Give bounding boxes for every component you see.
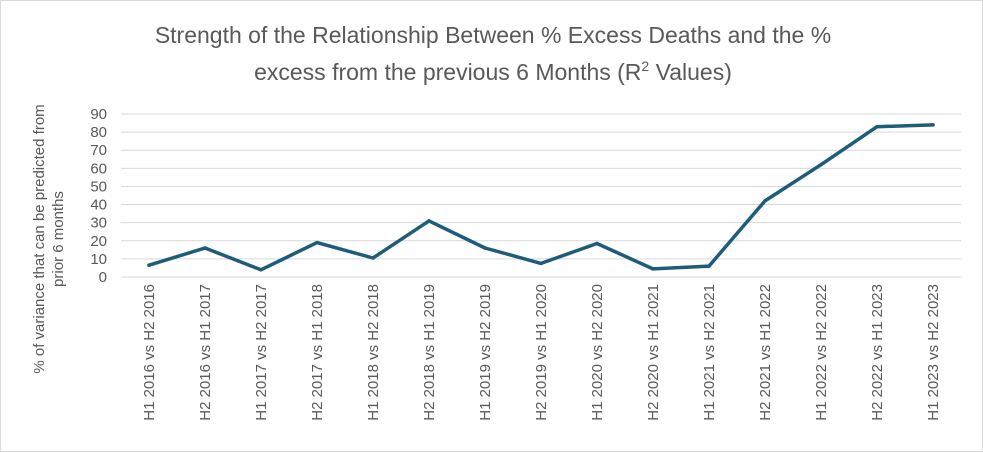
gridlines [121,113,961,278]
data-point [203,246,207,250]
y-tick-label: 20 [90,233,107,250]
series-layer [147,123,935,272]
series-line [147,123,935,272]
data-point [931,123,935,127]
x-tick-label: H1 2023 vs H2 2023 [925,284,942,421]
data-point [315,240,319,245]
x-tick-label: H1 2021 vs H2 2021 [701,284,718,421]
data-point [427,219,431,223]
data-point [763,199,767,203]
chart-title-line2-prefix: excess from the previous 6 Months (R [254,59,641,85]
x-tick-label: H2 2018 vs H1 2019 [421,284,438,421]
data-point [483,246,487,250]
x-tick-label: H1 2020 vs H2 2020 [589,284,606,421]
data-point [539,261,543,266]
x-tick-label: H2 2016 vs H1 2017 [197,284,214,421]
x-tick-label: H2 2019 vs H1 2020 [533,284,550,421]
data-point [819,162,823,167]
chart-title-line2: excess from the previous 6 Months (R2 Va… [254,58,732,85]
x-tick-label: H1 2018 vs H2 2018 [365,284,382,421]
x-axis-ticks: H1 2016 vs H2 2016 H2 2016 vs H1 2017 H1 2… [141,284,942,421]
x-tick-label: H2 2020 vs H1 2021 [645,284,662,421]
y-tick-label: 10 [90,251,107,268]
chart-title-line2-suffix: Values) [649,59,732,85]
data-point [371,256,375,260]
y-tick-label: 90 [90,106,107,123]
x-tick-label: H2 2017 vs H1 2018 [309,284,326,421]
y-axis-title-line2: prior 6 months [50,191,67,287]
x-tick-label: H2 2022 vs H1 2023 [869,284,886,421]
chart-title-superscript: 2 [641,58,649,74]
x-tick-label: H1 2017 vs H2 2017 [253,284,270,421]
data-point [875,124,879,129]
y-tick-label: 50 [90,178,107,195]
data-point [707,264,711,268]
y-tick-label: 40 [90,197,107,214]
y-tick-label: 30 [90,215,107,232]
y-tick-label: 0 [99,269,107,286]
chart-title-line1: Strength of the Relationship Between % E… [155,22,831,48]
y-tick-label: 60 [90,160,107,177]
x-tick-label: H1 2019 vs H2 2019 [477,284,494,421]
data-point [259,268,263,272]
y-axis-title-line1: % of variance that can be predicted from [31,104,48,373]
data-point [651,267,655,271]
y-tick-label: 80 [90,124,107,141]
data-point [595,241,599,246]
data-point [147,263,151,267]
x-tick-label: H2 2021 vs H1 2022 [757,284,774,421]
y-tick-label: 70 [90,142,107,159]
x-tick-label: H1 2016 vs H2 2016 [141,284,158,421]
x-tick-label: H1 2022 vs H2 2022 [813,284,830,421]
